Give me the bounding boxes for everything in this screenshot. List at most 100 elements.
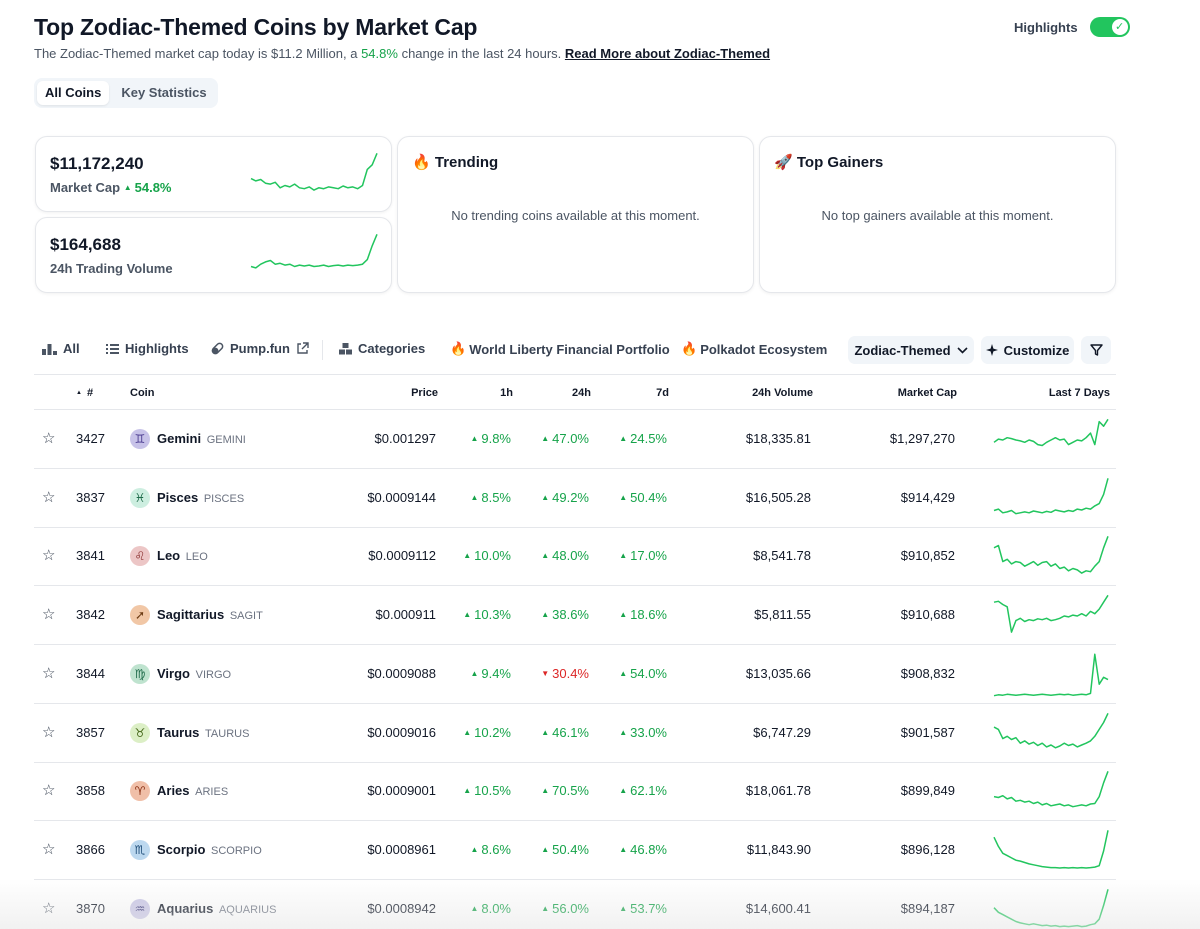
change-1h: ▲ 8.0% <box>470 900 511 916</box>
filter-world-liberty[interactable]: 🔥 World Liberty Financial Portfolio <box>450 341 670 357</box>
bar-chart-icon <box>42 344 57 355</box>
coin-symbol: VIRGO <box>195 668 232 681</box>
filter-highlights[interactable]: Highlights <box>106 341 189 356</box>
coin-name[interactable]: Gemini GEMINI <box>157 431 246 446</box>
coin-symbol: AQUARIUS <box>218 903 277 916</box>
filter-pumpfun[interactable]: Pump.fun <box>211 341 309 356</box>
star-icon[interactable]: ☆ <box>42 547 56 565</box>
sparkline-7d <box>993 418 1109 447</box>
price: $0.0009112 <box>368 548 436 564</box>
sparkline-7d <box>993 594 1109 633</box>
coin-symbol: SAGIT <box>229 610 263 623</box>
change-24h: ▼ 30.4% <box>541 665 589 681</box>
up-triangle-icon: ▲ <box>470 903 479 913</box>
rank: 3427 <box>76 431 105 446</box>
24h-header[interactable]: 24h <box>572 387 591 399</box>
page-subtitle: The Zodiac-Themed market cap today is $1… <box>34 46 771 61</box>
change-24h: ▲ 46.1% <box>541 724 589 740</box>
volume-header[interactable]: 24h Volume <box>752 387 813 399</box>
market-cap-card: $11,172,240 Market Cap ▲ 54.8% <box>35 136 392 212</box>
up-triangle-icon: ▲ <box>541 727 550 737</box>
change-1h: ▲ 10.5% <box>463 783 511 799</box>
coin-symbol: PISCES <box>203 492 245 505</box>
price: $0.0009016 <box>367 724 436 740</box>
fire-icon: 🔥 <box>681 341 698 356</box>
up-triangle-icon: ▲ <box>619 844 628 854</box>
table-row[interactable]: ☆ 3858 ♈ Aries ARIES $0.0009001 ▲ 10.5% ▲… <box>34 762 1116 822</box>
table-row[interactable]: ☆ 3857 ♉ Taurus TAURUS $0.0009016 ▲ 10.2%… <box>34 704 1116 763</box>
coin-name[interactable]: Taurus TAURUS <box>157 724 250 740</box>
filter-polkadot[interactable]: 🔥 Polkadot Ecosystem <box>681 341 828 357</box>
coin-name[interactable]: Aries ARIES <box>157 783 229 799</box>
table-row[interactable]: ☆ 3842 ➚ Sagittarius SAGIT $0.000911 ▲ 10… <box>34 586 1116 646</box>
filter-all[interactable]: All <box>42 341 80 356</box>
tab-key-statistics[interactable]: Key Statistics <box>121 85 207 100</box>
coin-symbol: LEO <box>185 551 208 564</box>
filter-categories[interactable]: Categories <box>339 341 425 356</box>
volume-24h: $8,541.78 <box>753 548 811 564</box>
filter-bar: All Highlights Pump.fun Categories 🔥 Worl… <box>34 334 1116 366</box>
1h-header[interactable]: 1h <box>500 387 513 399</box>
star-icon[interactable]: ☆ <box>42 723 56 741</box>
table-row[interactable]: ☆ 3841 ♌ Leo LEO $0.0009112 ▲ 10.0% ▲ 48.0… <box>34 527 1116 587</box>
star-icon[interactable]: ☆ <box>42 606 56 624</box>
rank: 3857 <box>76 724 105 740</box>
change-1h: ▲ 10.3% <box>463 607 511 623</box>
star-icon[interactable]: ☆ <box>42 488 56 506</box>
divider <box>322 340 323 360</box>
up-triangle-icon: ▲ <box>619 903 628 913</box>
virgo-coin-icon: ♍ <box>130 663 150 684</box>
market-cap: $914,429 <box>900 489 955 505</box>
page-title: Top Zodiac-Themed Coins by Market Cap <box>34 14 478 40</box>
sparkline-7d <box>993 830 1109 869</box>
volume-24h: $16,505.28 <box>745 489 811 505</box>
table-row[interactable]: ☆ 3837 ♓ Pisces PISCES $0.0009144 ▲ 8.5% … <box>34 469 1116 528</box>
list-icon <box>106 343 119 354</box>
coin-symbol: GEMINI <box>206 434 246 446</box>
market-cap: $1,297,270 <box>889 431 955 446</box>
fire-icon: 🔥 <box>412 154 431 171</box>
change-1h: ▲ 10.0% <box>463 548 511 564</box>
table-row[interactable]: ☆ 3844 ♍ Virgo VIRGO $0.0009088 ▲ 9.4% ▼ 3… <box>34 645 1116 704</box>
rank: 3842 <box>76 607 105 623</box>
sparkline-path <box>993 712 1109 749</box>
market-cap-change: ▲ 54.8% <box>123 180 172 195</box>
coin-name[interactable]: Leo LEO <box>157 548 208 564</box>
star-icon[interactable]: ☆ <box>42 899 56 917</box>
market-cap-sparkline <box>250 153 378 191</box>
volume-24h: $5,811.55 <box>754 607 811 623</box>
sparkline-path <box>993 418 1109 447</box>
category-dropdown[interactable]: Zodiac-Themed <box>848 336 974 364</box>
highlights-toggle[interactable]: ✓ <box>1089 17 1130 37</box>
star-icon[interactable]: ☆ <box>42 782 56 800</box>
rank-header[interactable]: ▲ # <box>76 387 94 399</box>
star-icon[interactable]: ☆ <box>42 664 56 682</box>
market-cap-header[interactable]: Market Cap <box>897 387 957 399</box>
coin-header[interactable]: Coin <box>130 387 155 399</box>
change-1h: ▲ 9.8% <box>470 431 511 446</box>
read-more-link[interactable]: Read More about Zodiac-Themed <box>564 46 771 61</box>
sparkline-7d <box>993 771 1109 808</box>
sort-up-icon: ▲ <box>76 390 82 396</box>
coin-name[interactable]: Pisces PISCES <box>157 489 245 505</box>
coin-name[interactable]: Scorpio SCORPIO <box>157 841 262 857</box>
market-cap: $908,832 <box>900 665 955 681</box>
up-triangle-icon: ▲ <box>470 492 479 502</box>
coin-name[interactable]: Virgo VIRGO <box>157 665 232 681</box>
table-row[interactable]: ☆ 3870 ♒ Aquarius AQUARIUS $0.0008942 ▲ 8… <box>34 880 1116 929</box>
price-header[interactable]: Price <box>411 387 438 399</box>
volume-label: 24h Trading Volume <box>50 261 173 276</box>
filter-button[interactable] <box>1081 336 1111 364</box>
coin-name[interactable]: Aquarius AQUARIUS <box>157 900 277 916</box>
sparkline-7d <box>993 653 1109 697</box>
coin-name[interactable]: Sagittarius SAGIT <box>157 607 263 623</box>
tab-all-coins[interactable]: All Coins <box>37 81 110 105</box>
table-row[interactable]: ☆ 3866 ♏ Scorpio SCORPIO $0.0008961 ▲ 8.6… <box>34 821 1116 880</box>
7d-header[interactable]: 7d <box>656 387 669 399</box>
price: $0.001297 <box>374 431 436 446</box>
star-icon[interactable]: ☆ <box>42 430 56 447</box>
table-row[interactable]: ☆ 3427 ♊ Gemini GEMINI $0.001297 ▲ 9.8% ▲… <box>34 410 1116 469</box>
customize-button[interactable]: Customize <box>981 336 1074 364</box>
down-triangle-icon: ▼ <box>541 668 550 678</box>
star-icon[interactable]: ☆ <box>42 840 56 858</box>
